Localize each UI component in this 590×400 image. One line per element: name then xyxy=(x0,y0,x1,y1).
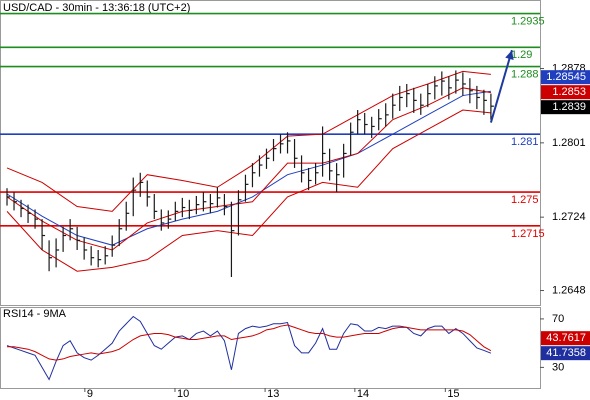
level-label: 1.2935 xyxy=(511,15,545,27)
price-box-label: 1.28545 xyxy=(546,71,586,83)
level-label: 1.275 xyxy=(511,194,539,206)
level-label: 1.288 xyxy=(511,69,539,81)
level-label: 1.281 xyxy=(511,136,539,148)
price-box xyxy=(541,85,590,100)
y-tick-label: 1.2648 xyxy=(552,284,586,296)
x-tick-label: 15 xyxy=(447,388,459,400)
x-tick-label: 10 xyxy=(177,388,189,400)
price-box-label: 41.7358 xyxy=(546,347,586,359)
price-box-label: 1.2853 xyxy=(552,86,586,98)
forecast-arrow xyxy=(489,49,513,123)
forecast-arrow-head xyxy=(505,50,514,61)
price-box xyxy=(541,346,590,361)
x-tick-label: 14 xyxy=(357,388,369,400)
price-panel xyxy=(0,0,541,306)
y-tick-label: 30 xyxy=(552,361,564,373)
price-box-label: 43.7617 xyxy=(546,332,586,344)
rsi-panel xyxy=(0,307,541,389)
level-label: 1.2715 xyxy=(511,228,545,240)
price-box xyxy=(541,331,590,346)
indicator-line xyxy=(6,90,491,246)
chart-title: USD/CAD - 30min - 13:36:18 (UTC+2) xyxy=(3,2,190,14)
x-tick-label: 13 xyxy=(267,388,279,400)
level-label: 1.29 xyxy=(511,49,532,61)
y-tick-label: 70 xyxy=(552,313,564,325)
y-tick-label: 1.2724 xyxy=(552,211,586,223)
rsi-title: RSI14 - 9MA xyxy=(3,308,67,320)
indicator-line xyxy=(6,87,491,251)
x-tick-label: 9 xyxy=(87,388,93,400)
y-tick-label: 1.2801 xyxy=(552,137,586,149)
rsi-line xyxy=(6,315,492,381)
price-box-label: 1.2839 xyxy=(552,101,586,113)
price-box xyxy=(541,100,590,115)
price-box xyxy=(541,70,590,85)
rsi-line xyxy=(7,324,492,361)
indicator-line xyxy=(6,109,491,272)
